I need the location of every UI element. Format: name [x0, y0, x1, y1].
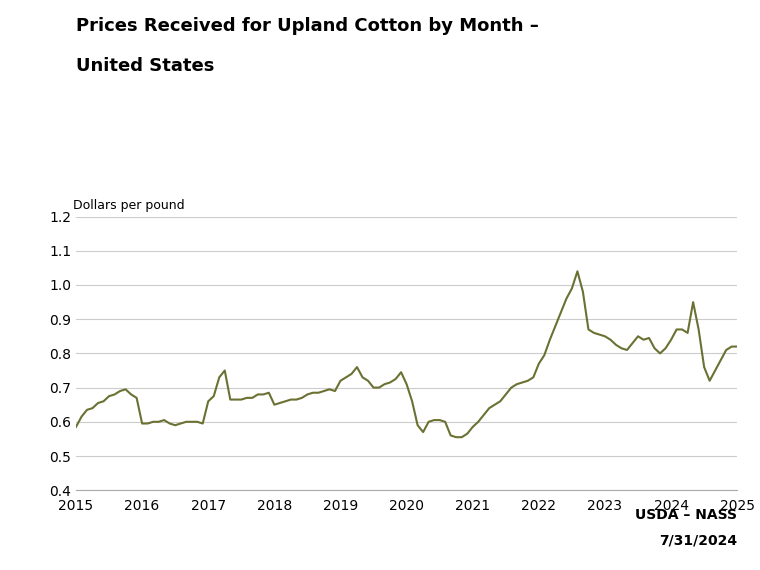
- Text: 7/31/2024: 7/31/2024: [659, 533, 737, 547]
- Text: Dollars per pound: Dollars per pound: [73, 200, 185, 213]
- Text: United States: United States: [76, 57, 214, 75]
- Text: USDA – NASS: USDA – NASS: [635, 507, 737, 522]
- Text: Prices Received for Upland Cotton by Month –: Prices Received for Upland Cotton by Mon…: [76, 17, 539, 35]
